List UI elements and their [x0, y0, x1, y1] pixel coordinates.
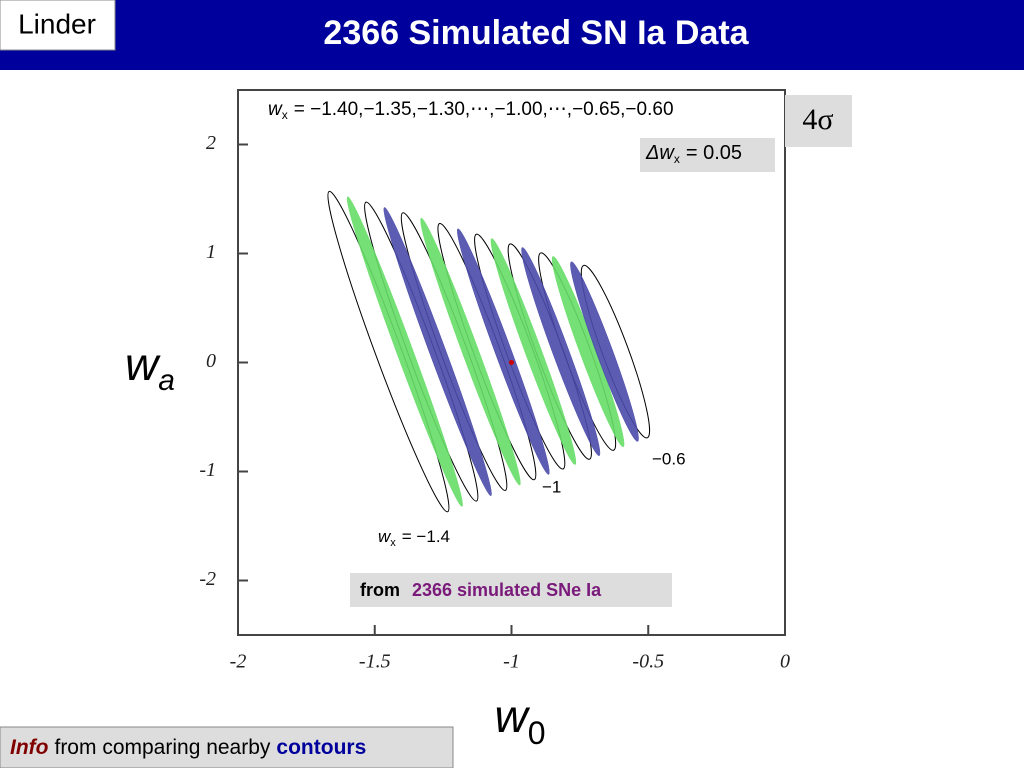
sub: x — [282, 108, 288, 122]
header-bar — [0, 0, 1024, 70]
contour-label: −0.6 — [652, 449, 686, 468]
tag-box — [0, 0, 116, 51]
text: = 0.05 — [686, 142, 742, 164]
y-tick-label: 0 — [206, 350, 216, 372]
footer: Info from comparing nearby contours — [10, 736, 366, 759]
symbol: Δw — [645, 142, 675, 164]
contour-band — [346, 196, 463, 507]
contour-band — [570, 261, 639, 442]
y-label-main: w — [125, 338, 161, 390]
prefix: from — [360, 580, 400, 600]
x-label: w0 — [494, 690, 545, 751]
text: from comparing nearby — [54, 736, 270, 759]
plot: -2 -1.5 -1 -0.5 0 -2 -1 0 1 2 — [199, 89, 790, 673]
y-label-sub: a — [158, 364, 175, 397]
y-tick-label: -2 — [199, 568, 216, 590]
step-box — [640, 138, 775, 172]
sigma-box — [785, 95, 852, 147]
symbol: w — [378, 527, 392, 546]
contour-label: −1 — [542, 477, 561, 496]
y-label-box — [110, 325, 185, 405]
x-tick-label: 0 — [780, 651, 790, 673]
text: 2366 simulated SNe Ia — [412, 580, 602, 600]
wx-list: wx = −1.40,−1.35,−1.30,⋯,−1.00,⋯,−0.65,−0… — [268, 99, 674, 122]
contour-band — [383, 207, 492, 496]
footer-box — [0, 726, 454, 769]
y-tick-label: 1 — [206, 241, 216, 263]
x-tick-label: -1 — [503, 651, 520, 673]
sigma: 4σ — [802, 103, 833, 136]
sub: x — [674, 152, 680, 166]
key: contours — [276, 736, 366, 759]
title: 2366 Simulated SN Ia Data — [323, 14, 749, 52]
source-box — [350, 573, 672, 607]
contour-band — [521, 247, 601, 456]
fiducial-point — [509, 360, 514, 365]
contour-band — [457, 228, 550, 475]
contour-band — [420, 217, 521, 486]
x-tick-label: -0.5 — [632, 651, 664, 673]
symbol: w — [268, 99, 283, 120]
sub: x — [390, 537, 396, 549]
text: = −1.40,−1.35,−1.30,⋯,−1.00,⋯,−0.65,−0.6… — [294, 99, 674, 120]
tag: Linder — [18, 8, 96, 39]
source: from 2366 simulated SNe Ia — [360, 580, 602, 600]
x-tick-label: -1.5 — [359, 651, 391, 673]
contour-label: wx = −1.4 — [378, 527, 450, 548]
y-tick-label: -1 — [199, 459, 216, 481]
y-tick-label: 2 — [206, 132, 216, 154]
step: Δwx = 0.05 — [645, 142, 742, 166]
x-tick-label: -2 — [230, 651, 247, 673]
contour-band — [490, 238, 577, 465]
emph: Info — [10, 736, 49, 759]
y-label: wa — [125, 338, 175, 397]
x-label-sub: 0 — [528, 715, 546, 751]
text: = −1.4 — [402, 527, 450, 546]
x-label-main: w — [494, 690, 530, 742]
